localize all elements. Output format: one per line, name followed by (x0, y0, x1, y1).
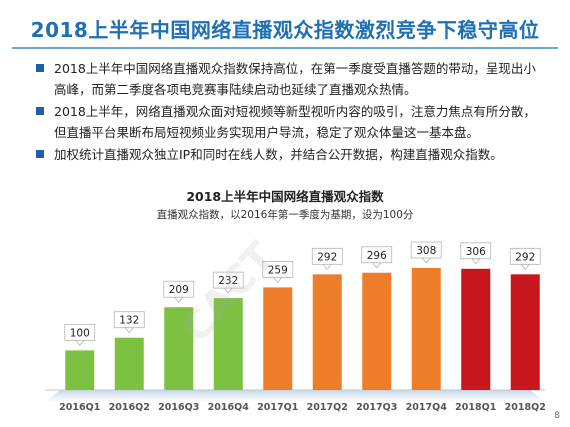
data-label-pointer (322, 263, 333, 270)
bullet-text: 2018上半年中国网络直播观众指数保持高位，在第一季度受直播答题的带动，呈现出小… (54, 61, 536, 97)
data-label: 292 (317, 251, 337, 263)
bar-2018Q2 (510, 274, 540, 390)
x-tick-label: 2018Q1 (455, 402, 496, 413)
data-label: 209 (169, 284, 189, 296)
bullet-text: 加权统计直播观众独立IP和同时在线人数，并结合公开数据，构建直播观众指数。 (54, 147, 503, 162)
x-tick-label: 2017Q4 (406, 402, 448, 413)
bar-2016Q3 (164, 307, 194, 390)
data-label-pointer (124, 327, 135, 334)
data-label: 259 (268, 264, 288, 276)
bullet-list: 2018上半年中国网络直播观众指数保持高位，在第一季度受直播答题的带动，呈现出小… (36, 58, 546, 166)
bar-2018Q1 (461, 268, 491, 390)
data-label-pointer (421, 257, 432, 264)
data-label: 306 (466, 246, 486, 258)
x-tick-label: 2017Q3 (356, 402, 397, 413)
data-label-pointer (520, 263, 531, 270)
data-label: 296 (367, 250, 387, 262)
bullet-square-icon (36, 107, 44, 115)
title-underline (12, 47, 558, 49)
page-number: 8 (554, 411, 560, 421)
bullet-square-icon (36, 64, 44, 72)
bar-2016Q1 (65, 350, 95, 390)
data-label: 232 (218, 275, 238, 287)
x-tick-label: 2018Q2 (505, 402, 546, 413)
bullet-item: 2018上半年，网络直播观众面对短视频等新型视听内容的吸引，注意力焦点有所分散，… (36, 101, 546, 143)
chart-title: 2018上半年中国网络直播观众指数 (186, 189, 384, 204)
bar-2016Q4 (213, 298, 243, 390)
bullet-square-icon (36, 150, 44, 158)
data-label-pointer (74, 339, 85, 347)
data-label: 292 (515, 251, 535, 263)
page-title: 2018上半年中国网络直播观众指数激烈竞争下稳守高位 (30, 18, 540, 42)
chart-subtitle: 直播观众指数，以2016年第一季度为基期，设为100分 (156, 209, 414, 221)
bar-2017Q3 (362, 272, 392, 390)
data-label-pointer (272, 277, 283, 284)
x-tick-label: 2016Q1 (59, 402, 100, 413)
bar-2016Q2 (114, 337, 144, 390)
bullet-item: 2018上半年中国网络直播观众指数保持高位，在第一季度受直播答题的带动，呈现出小… (36, 58, 546, 100)
data-label-pointer (470, 258, 481, 265)
x-tick-label: 2017Q1 (257, 402, 298, 413)
bullet-item: 加权统计直播观众独立IP和同时在线人数，并结合公开数据，构建直播观众指数。 (36, 144, 546, 165)
data-label-pointer (371, 262, 382, 269)
x-tick-label: 2016Q4 (208, 402, 250, 413)
x-tick-label: 2016Q3 (158, 402, 199, 413)
data-label: 308 (416, 245, 436, 257)
bullet-text: 2018上半年，网络直播观众面对短视频等新型视听内容的吸引，注意力焦点有所分散，… (54, 104, 536, 140)
chart-floor (45, 390, 545, 402)
data-label-pointer (173, 296, 184, 303)
x-tick-label: 2017Q2 (307, 402, 348, 413)
bar-2017Q2 (312, 274, 342, 390)
x-tick-label: 2016Q2 (109, 402, 150, 413)
data-label: 100 (70, 327, 90, 339)
bar-2017Q1 (263, 287, 293, 390)
data-label-pointer (223, 287, 234, 294)
data-label: 132 (119, 315, 139, 327)
bar-2017Q4 (411, 268, 441, 390)
